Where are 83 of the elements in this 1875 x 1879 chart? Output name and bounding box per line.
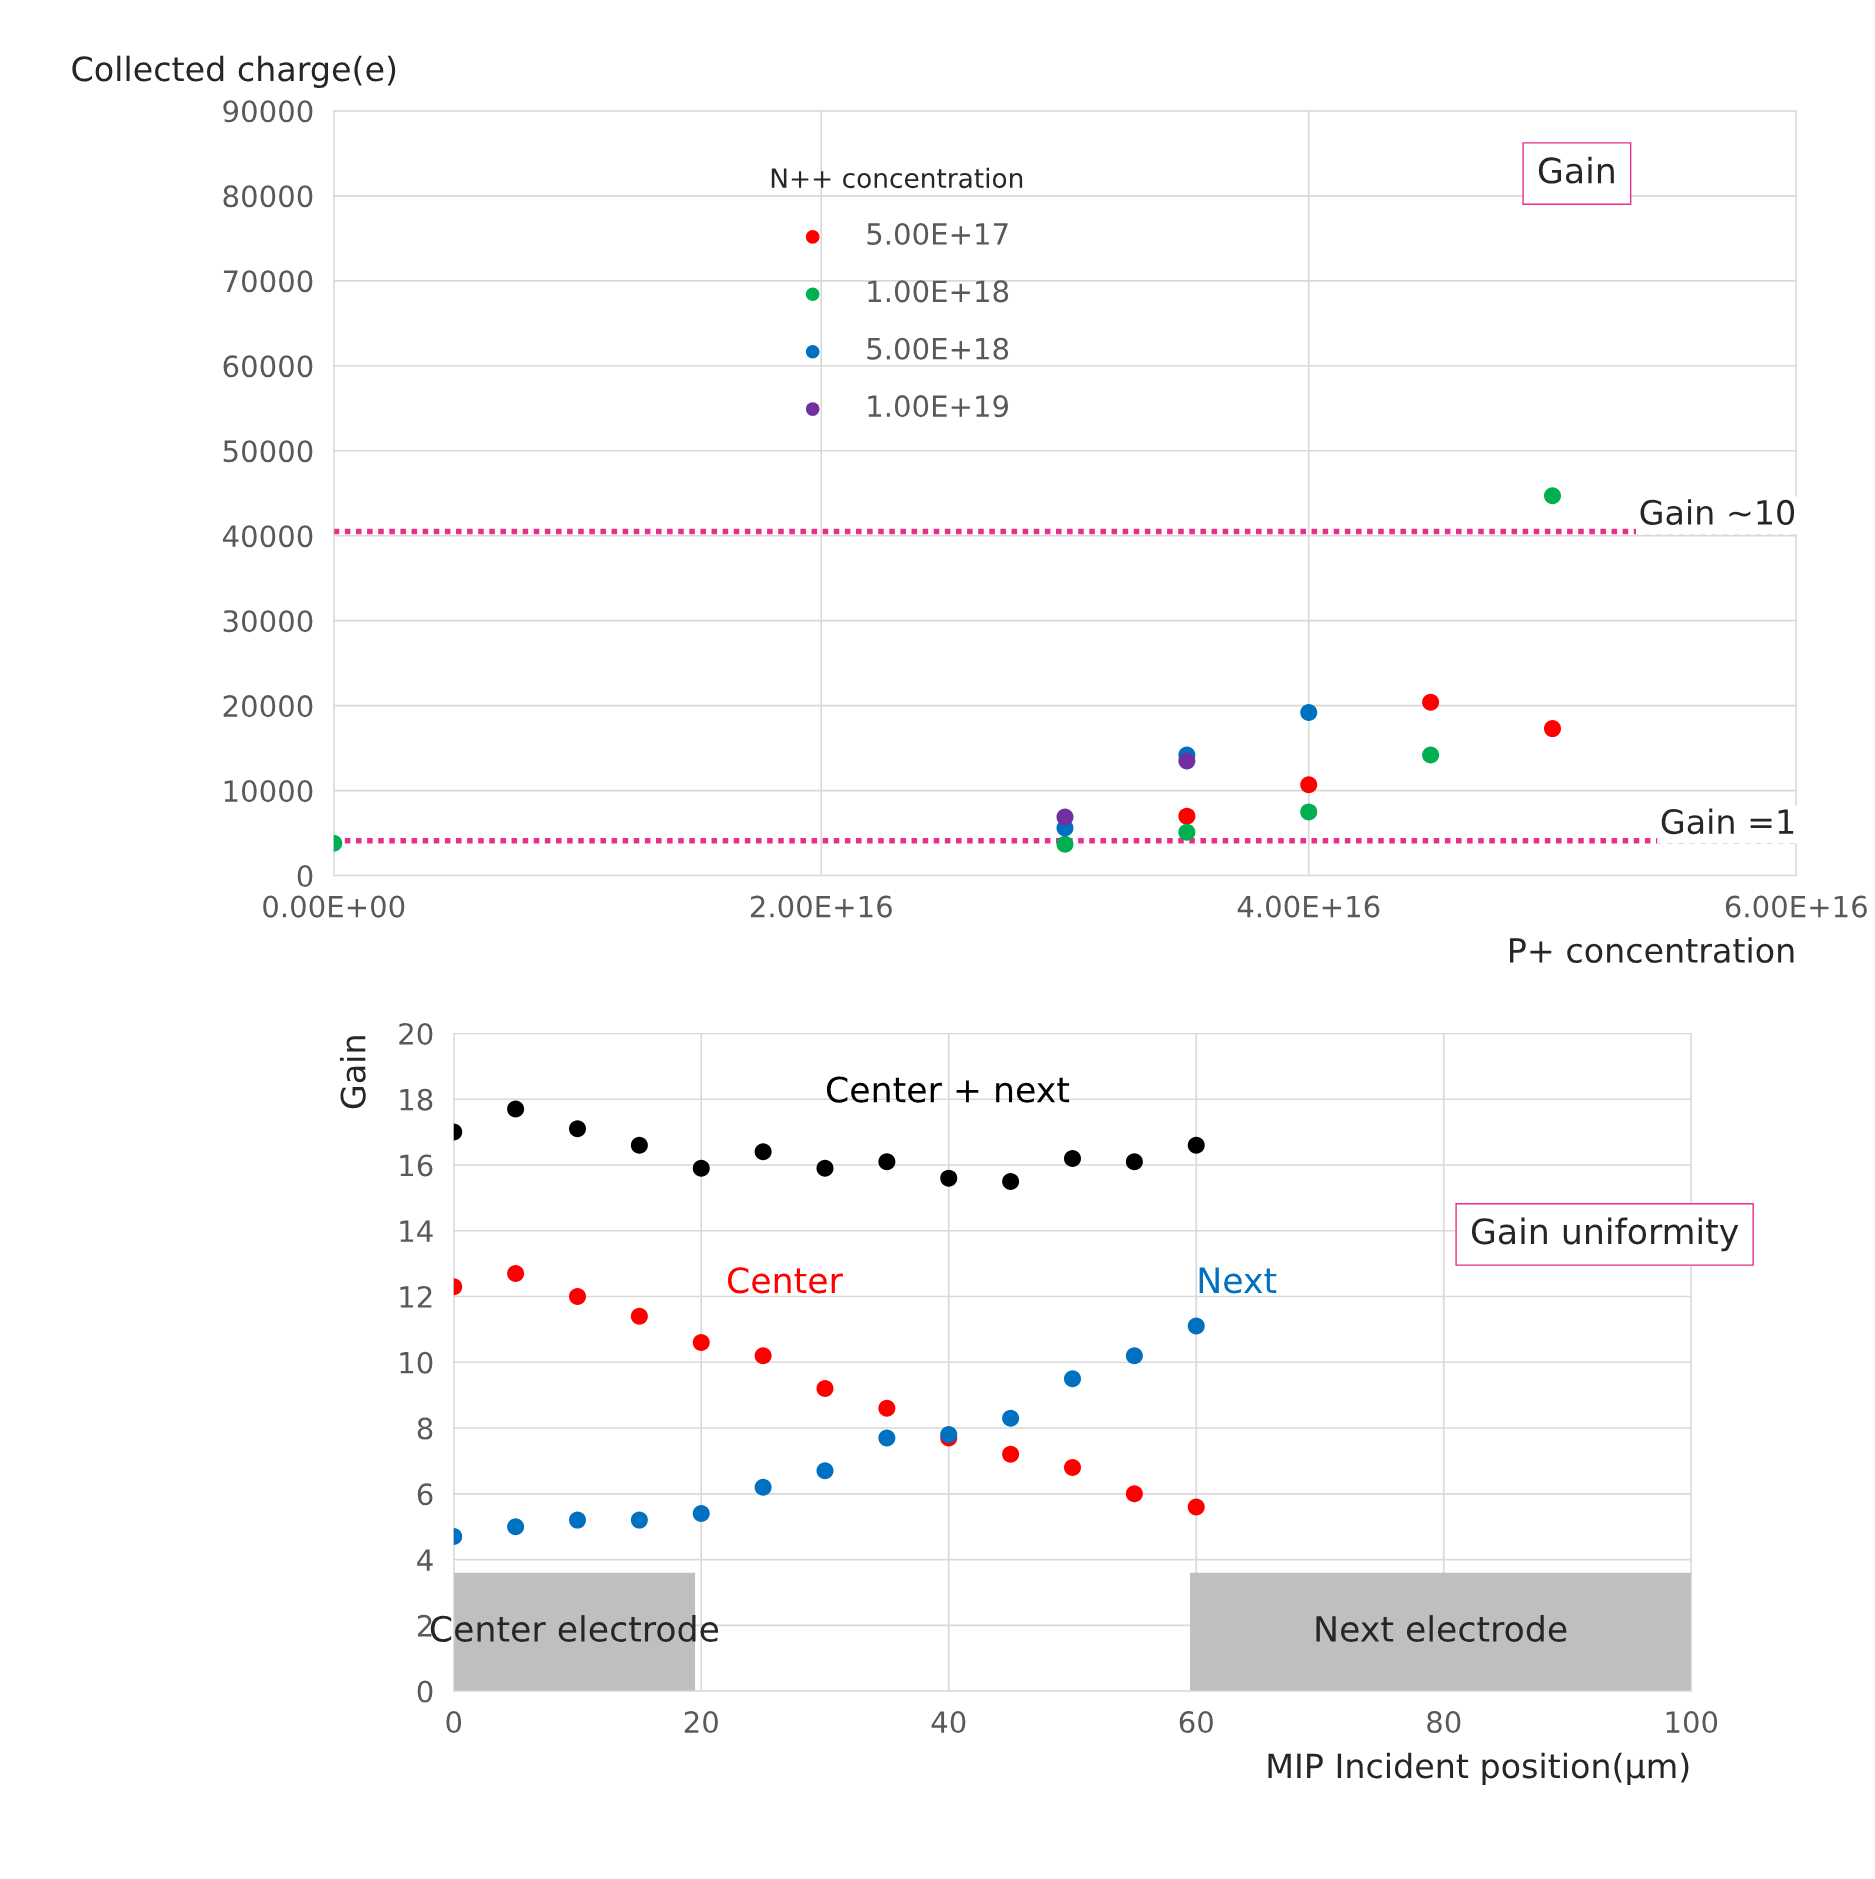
point: [507, 1518, 525, 1536]
point: [816, 1380, 834, 1398]
point: [1063, 1149, 1082, 1167]
point: [1063, 1458, 1082, 1477]
y-tick-label: 16: [400, 1154, 433, 1177]
series-label: Next: [1199, 1267, 1277, 1294]
point: [1125, 1153, 1143, 1171]
point: [754, 1143, 772, 1161]
point: [878, 1429, 896, 1447]
series-label: Center + next: [826, 1076, 1070, 1103]
y-tick-label: 0: [417, 1680, 433, 1703]
annotation: Gain ~10: [1640, 499, 1795, 526]
x-tick-label: 100: [1666, 1711, 1718, 1734]
x-tick-label: 0.00E+00: [263, 895, 405, 918]
legend-title: N++ concentration: [771, 167, 1023, 189]
x-tick-label: 20: [684, 1711, 718, 1734]
point: [940, 1169, 958, 1187]
x-tick-label: 2.00E+16: [750, 895, 892, 918]
x-tick-label: 0: [446, 1711, 462, 1734]
point: [754, 1347, 772, 1365]
point: [1187, 1136, 1205, 1154]
y-tick-label: 30000: [223, 610, 313, 633]
point: [692, 1334, 710, 1352]
point: [1002, 1172, 1020, 1190]
series-label: Center: [727, 1267, 843, 1294]
point: [1063, 1370, 1082, 1388]
annotation: Gain: [1538, 156, 1614, 184]
y-tick-label: 18: [400, 1088, 433, 1111]
point: [692, 1159, 710, 1177]
point: [816, 1159, 834, 1177]
point: [1002, 1445, 1020, 1463]
y-tick-label: 10000: [224, 780, 313, 803]
y-tick-label: 6: [417, 1483, 433, 1506]
band-label: Next electrode: [1316, 1615, 1567, 1642]
point: [568, 1511, 587, 1529]
legend-label: 5.00E+17: [867, 222, 1008, 245]
y-tick-label: 70000: [223, 270, 313, 293]
x-tick-label: 80: [1427, 1711, 1461, 1734]
y-tick-label: 90000: [223, 100, 313, 123]
y-tick-label: 80000: [223, 185, 313, 208]
point: [630, 1511, 648, 1529]
annotation: Gain uniformity: [1471, 1217, 1739, 1252]
annotation: Gain =1: [1661, 808, 1794, 835]
point: [878, 1399, 896, 1417]
point: [630, 1136, 648, 1154]
point: [1187, 1498, 1205, 1516]
y-tick-label: 8: [417, 1417, 433, 1440]
legend-label: 1.00E+18: [868, 280, 1009, 303]
band-label: Center electrode: [430, 1615, 719, 1642]
y-tick-label: 20: [399, 1022, 433, 1045]
point: [630, 1307, 648, 1325]
y-tick-label: 12: [400, 1285, 432, 1308]
y-axis-title: Collected charge(e): [72, 55, 396, 88]
point: [1187, 1317, 1205, 1335]
x-tick-label: 40: [931, 1711, 966, 1734]
point: [1002, 1409, 1020, 1427]
x-axis-title: P+ concentration: [1510, 937, 1794, 963]
point: [507, 1100, 525, 1118]
point: [754, 1478, 772, 1496]
point: [507, 1264, 525, 1282]
point: [1125, 1485, 1143, 1503]
y-tick-label: 50000: [223, 440, 313, 463]
y-tick-label: 2: [417, 1614, 432, 1637]
x-axis-title: MIP Incident position(μm): [1268, 1752, 1689, 1785]
point: [878, 1153, 896, 1171]
point: [568, 1288, 587, 1306]
point: [692, 1505, 710, 1523]
y-tick-label: 4: [417, 1549, 433, 1571]
point: [1125, 1347, 1143, 1365]
y-tick-label: 40000: [222, 525, 313, 548]
y-tick-label: 60000: [223, 355, 313, 378]
y-tick-label: 10: [400, 1351, 433, 1374]
y-tick-label: 20000: [223, 695, 313, 718]
y-tick-label: 0: [297, 865, 313, 888]
legend-label: 5.00E+18: [867, 337, 1009, 360]
point: [816, 1462, 834, 1480]
x-tick-label: 60: [1179, 1711, 1213, 1734]
point: [568, 1120, 587, 1138]
x-tick-label: 4.00E+16: [1237, 895, 1380, 918]
y-tick-label: 14: [400, 1220, 433, 1242]
legend-label: 1.00E+19: [868, 395, 1009, 418]
y-axis-title: Gain: [339, 1036, 366, 1109]
x-tick-label: 6.00E+16: [1725, 895, 1867, 918]
